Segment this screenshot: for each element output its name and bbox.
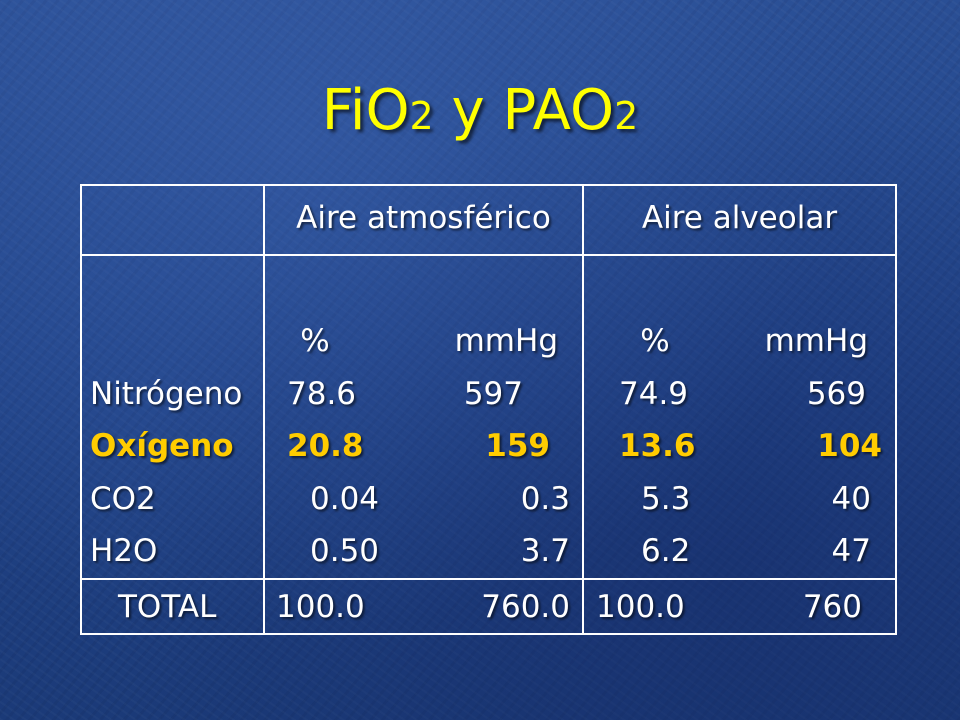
table-border-top — [80, 184, 897, 186]
slide-title: FiO2 y PAO2 — [0, 78, 960, 143]
total-alv-pct: 100.0 — [596, 589, 685, 625]
column-header-atmospheric: Aire atmosférico — [296, 200, 551, 236]
row-label-h2o: H2O — [90, 533, 158, 569]
title-part-pao: y PAO — [433, 78, 615, 143]
title-part-fio: FiO — [321, 78, 410, 143]
cell-alv-mmhg: 569 — [806, 376, 866, 412]
unit-percent-atm: % — [300, 323, 330, 359]
cell-atm-mmhg: 3.7 — [520, 533, 570, 569]
cell-atm-mmhg: 597 — [463, 376, 523, 412]
cell-atm-mmhg: 0.3 — [520, 481, 570, 517]
cell-atm-pct: 78.6 — [287, 376, 357, 412]
cell-atm-mmhg: 159 — [485, 428, 550, 464]
unit-mmhg-atm: mmHg — [454, 323, 558, 359]
cell-alv-pct: 5.3 — [641, 481, 691, 517]
cell-atm-pct: 20.8 — [287, 428, 364, 464]
cell-alv-mmhg: 104 — [817, 428, 882, 464]
table-divider-total — [80, 578, 897, 580]
cell-atm-pct: 0.04 — [310, 481, 380, 517]
total-atm-mmhg: 760.0 — [481, 589, 570, 625]
table-divider-header — [80, 254, 897, 256]
gas-composition-table: Aire atmosférico Aire alveolar % mmHg % … — [80, 184, 897, 635]
table-border-bottom — [80, 633, 897, 635]
table-border-left — [80, 184, 82, 635]
cell-alv-mmhg: 40 — [831, 481, 871, 517]
row-label-nitrogen: Nitrógeno — [90, 376, 243, 412]
cell-alv-pct: 6.2 — [641, 533, 691, 569]
row-label-co2: CO2 — [90, 481, 156, 517]
title-subscript-1: 2 — [409, 94, 434, 138]
cell-alv-pct: 74.9 — [619, 376, 689, 412]
table-divider-col2 — [582, 184, 584, 635]
total-atm-pct: 100.0 — [276, 589, 365, 625]
cell-alv-pct: 13.6 — [619, 428, 696, 464]
row-label-oxygen: Oxígeno — [90, 428, 234, 464]
unit-percent-alv: % — [640, 323, 670, 359]
cell-atm-pct: 0.50 — [310, 533, 380, 569]
total-alv-mmhg: 760 — [802, 589, 862, 625]
title-subscript-2: 2 — [614, 94, 639, 138]
unit-mmhg-alv: mmHg — [764, 323, 868, 359]
table-divider-col1 — [263, 184, 265, 635]
column-header-alveolar: Aire alveolar — [641, 200, 838, 236]
row-label-total: TOTAL — [118, 589, 217, 625]
table-border-right — [895, 184, 897, 635]
cell-alv-mmhg: 47 — [831, 533, 871, 569]
